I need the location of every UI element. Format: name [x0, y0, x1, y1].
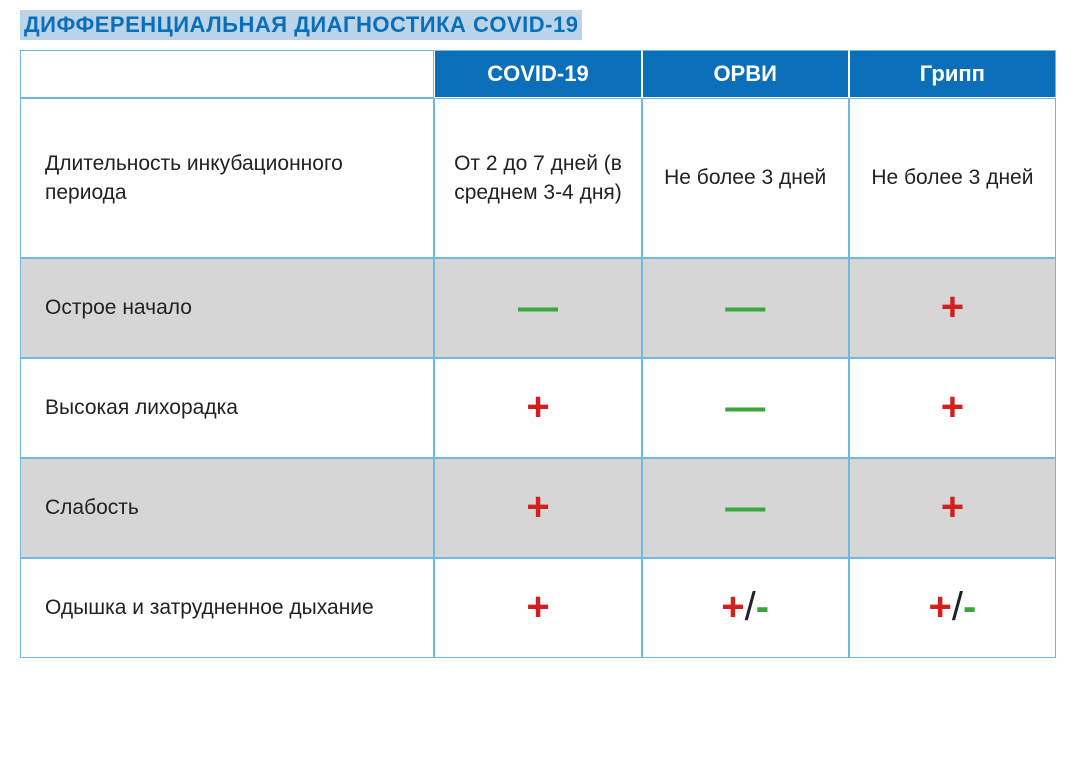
table-row: Высокая лихорадка + — +: [20, 358, 1056, 458]
table-cell: +/-: [849, 558, 1056, 658]
diagnosis-table: COVID-19 ОРВИ Грипп Длительность инкубац…: [20, 50, 1056, 658]
minus-icon: —: [725, 485, 765, 529]
row-label: Длительность инкубационного периода: [20, 98, 434, 258]
table-row: Слабость + — +: [20, 458, 1056, 558]
minus-icon: —: [725, 385, 765, 429]
table-row: Острое начало — — +: [20, 258, 1056, 358]
table-cell: —: [434, 258, 641, 358]
plus-icon: +: [941, 485, 964, 529]
table-cell: —: [642, 458, 849, 558]
table-cell: +: [849, 358, 1056, 458]
page-title: ДИФФЕРЕНЦИАЛЬНАЯ ДИАГНОСТИКА COVID-19: [20, 10, 582, 40]
header-covid19: COVID-19: [434, 50, 641, 98]
plus-icon: +: [941, 285, 964, 329]
table-cell: Не более 3 дней: [642, 98, 849, 258]
table-cell: +: [434, 558, 641, 658]
table-cell: От 2 до 7 дней (в среднем 3-4 дня): [434, 98, 641, 258]
table-cell: —: [642, 358, 849, 458]
header-gripp: Грипп: [849, 50, 1056, 98]
plus-icon: +: [526, 385, 549, 429]
table-cell: +: [849, 258, 1056, 358]
plus-icon: +: [941, 385, 964, 429]
table-row: Длительность инкубационного периодаОт 2 …: [20, 98, 1056, 258]
plus-minus-icon: +/-: [928, 602, 976, 625]
table-header-row: COVID-19 ОРВИ Грипп: [20, 50, 1056, 98]
table-cell: Не более 3 дней: [849, 98, 1056, 258]
table-cell: +: [434, 358, 641, 458]
plus-minus-icon: +/-: [721, 602, 769, 625]
minus-icon: —: [725, 285, 765, 329]
table-cell: —: [642, 258, 849, 358]
plus-icon: +: [526, 585, 549, 629]
row-label: Слабость: [20, 458, 434, 558]
table-body: Длительность инкубационного периодаОт 2 …: [20, 98, 1056, 658]
header-orvi: ОРВИ: [642, 50, 849, 98]
plus-icon: +: [526, 485, 549, 529]
minus-icon: —: [518, 285, 558, 329]
table-row: Одышка и затрудненное дыхание + +/- +/-: [20, 558, 1056, 658]
row-label: Высокая лихорадка: [20, 358, 434, 458]
table-cell: +/-: [642, 558, 849, 658]
row-label: Острое начало: [20, 258, 434, 358]
table-cell: +: [434, 458, 641, 558]
row-label: Одышка и затрудненное дыхание: [20, 558, 434, 658]
table-cell: +: [849, 458, 1056, 558]
header-empty: [20, 50, 434, 98]
